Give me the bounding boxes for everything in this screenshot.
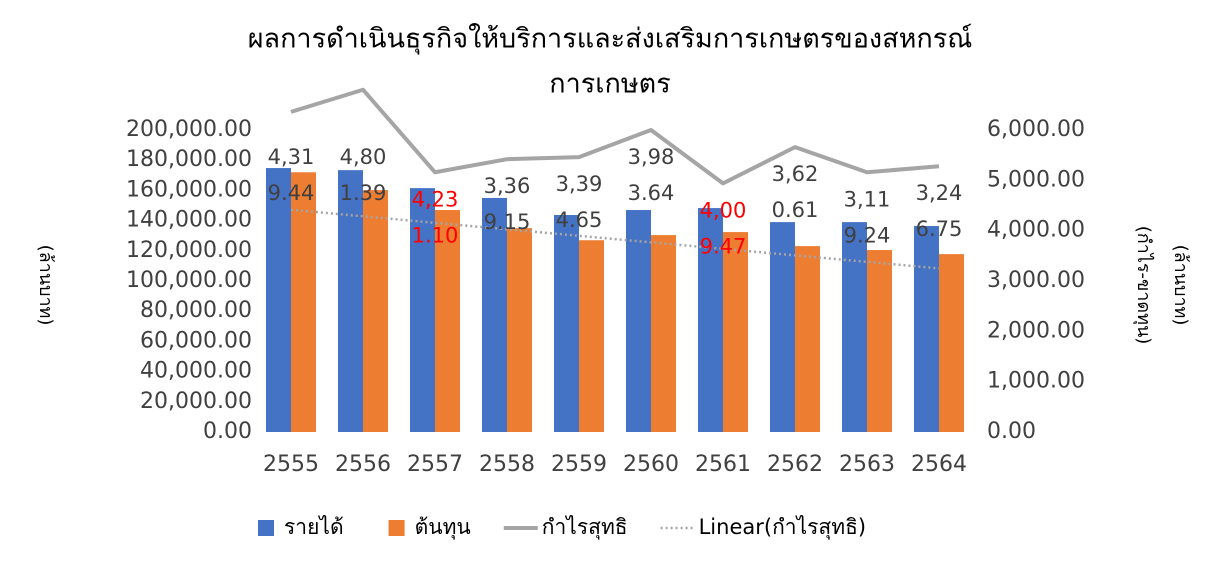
annotation: 4,00: [700, 198, 747, 222]
annotation: 1.10: [412, 223, 459, 247]
y-tick-label: 0.00: [203, 419, 252, 444]
y-tick-label: 80,000.00: [140, 298, 252, 323]
annotation: 9.47: [700, 234, 747, 258]
annotation: 1.39: [340, 181, 387, 205]
y2-tick-label: 2,000.00: [987, 318, 1085, 343]
annotation: 6.75: [916, 217, 963, 241]
annotation: 3,39: [556, 172, 603, 196]
bar: [266, 168, 291, 432]
bar: [363, 190, 388, 432]
y-axis-title: (ล้านบาท): [35, 245, 56, 326]
trend-line: [290, 208, 940, 270]
bar: [554, 215, 579, 432]
x-tick-label: 2559: [551, 452, 607, 477]
annotation: 3,24: [916, 181, 963, 205]
x-tick-label: 2560: [623, 452, 679, 477]
y-tick-label: 160,000.00: [126, 177, 252, 202]
legend-label: ต้นทุน: [415, 515, 471, 540]
annotation: 0.61: [772, 198, 819, 222]
bar: [914, 226, 939, 432]
bar: [410, 188, 435, 432]
bar: [770, 222, 795, 432]
x-tick-label: 2561: [695, 452, 751, 477]
x-tick-label: 2564: [911, 452, 967, 477]
bar: [939, 254, 964, 432]
annotation: 3,98: [628, 145, 675, 169]
y-tick-label: 140,000.00: [126, 208, 252, 233]
y2-tick-label: 1,000.00: [987, 369, 1085, 394]
chart-title: การเกษตร: [549, 69, 670, 100]
annotation: 4.65: [556, 208, 603, 232]
x-tick-label: 2555: [263, 452, 319, 477]
y2-tick-label: 3,000.00: [987, 268, 1085, 293]
y2-tick-label: 4,000.00: [987, 218, 1085, 243]
annotation: 9.44: [268, 181, 315, 205]
annotation: 4,23: [412, 187, 459, 211]
bar: [482, 197, 507, 432]
annotation: 4,80: [340, 145, 387, 169]
y2-tick-label: 6,000.00: [987, 117, 1085, 142]
annotation: 3.64: [628, 181, 675, 205]
y-tick-label: 180,000.00: [126, 147, 252, 172]
y-tick-label: 60,000.00: [140, 328, 252, 353]
line-series: [290, 87, 940, 186]
x-tick-label: 2558: [479, 452, 535, 477]
annotation: 4,31: [268, 145, 315, 169]
bar: [338, 170, 363, 432]
bar: [795, 246, 820, 432]
annotation: 3,62: [772, 162, 819, 186]
y2-tick-label: 0.00: [987, 419, 1036, 444]
bar: [651, 235, 676, 432]
y-tick-label: 200,000.00: [126, 117, 252, 142]
legend-label: Linear(กำไรสุทธิ): [699, 515, 866, 540]
bar: [867, 250, 892, 432]
bar: [291, 172, 316, 432]
annotation: 3,11: [844, 187, 891, 211]
annotation: 9.24: [844, 223, 891, 247]
bar: [579, 240, 604, 432]
x-tick-label: 2563: [839, 452, 895, 477]
bar: [626, 210, 651, 432]
bar: [723, 232, 748, 432]
bar: [435, 210, 460, 432]
y-tick-label: 100,000.00: [126, 268, 252, 293]
y-tick-label: 20,000.00: [140, 389, 252, 414]
x-tick-label: 2562: [767, 452, 823, 477]
legend-label: รายได้: [284, 515, 344, 539]
y2-axis-title: (กำไร-ขาดทุน): [1133, 226, 1155, 345]
chart-title: ผลการดำเนินธุรกิจให้บริการและส่งเสริมการ…: [248, 23, 973, 56]
x-tick-label: 2556: [335, 452, 391, 477]
x-tick-label: 2557: [407, 452, 463, 477]
bar: [698, 208, 723, 432]
y2-tick-label: 5,000.00: [987, 167, 1085, 192]
bar: [842, 222, 867, 432]
legend-swatch: [258, 520, 274, 536]
y2-axis-title: (ล้านบาท): [1170, 245, 1191, 326]
y-tick-label: 120,000.00: [126, 238, 252, 263]
y-tick-label: 40,000.00: [140, 359, 252, 384]
bar: [507, 228, 532, 432]
legend-swatch: [388, 520, 405, 536]
annotation: 3,36: [484, 174, 531, 198]
annotation: 9.15: [484, 210, 531, 234]
legend-label: กำไรสุทธิ: [542, 515, 628, 540]
